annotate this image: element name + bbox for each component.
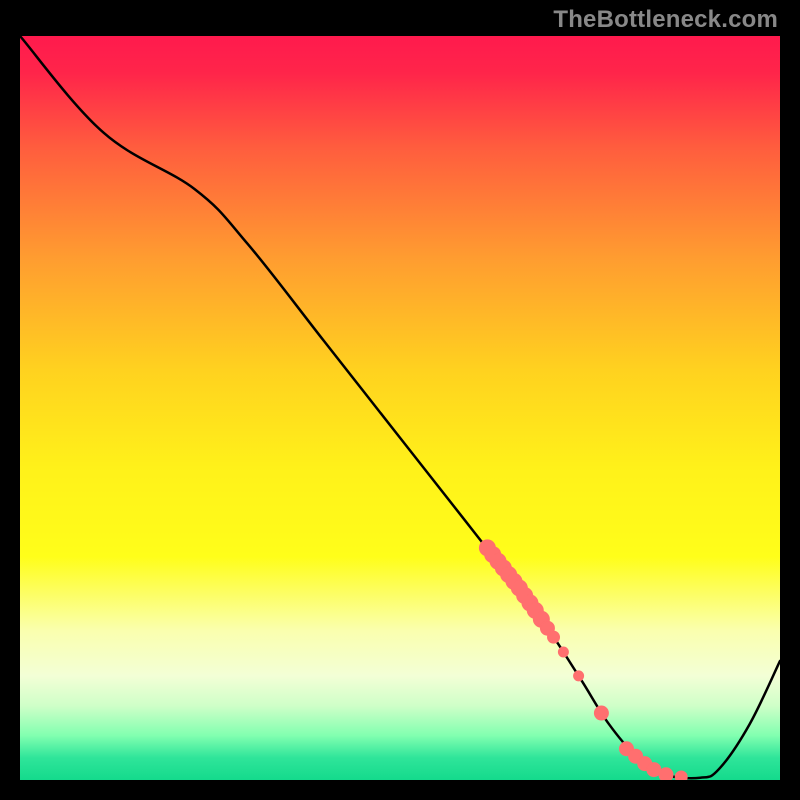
chart-svg (20, 36, 780, 780)
chart-frame: TheBottleneck.com (0, 0, 800, 800)
data-point (594, 706, 608, 720)
data-point (659, 768, 673, 780)
data-point (548, 631, 560, 643)
data-point (558, 647, 568, 657)
watermark-text: TheBottleneck.com (553, 6, 778, 34)
gradient-background (20, 36, 780, 780)
data-point (675, 771, 687, 780)
plot-area (20, 36, 780, 780)
data-point (574, 671, 584, 681)
